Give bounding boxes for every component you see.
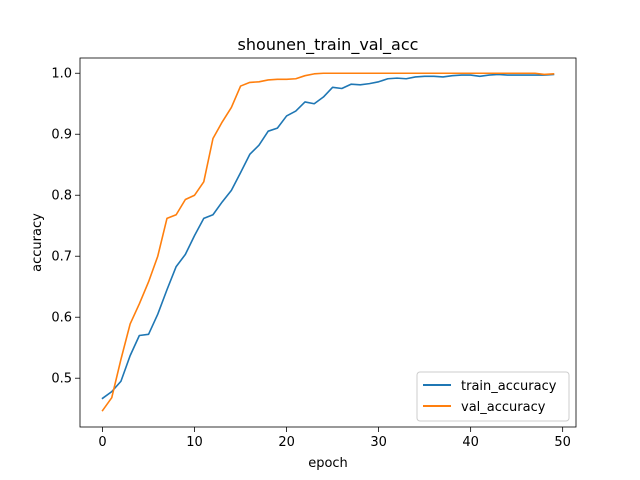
plot-area bbox=[79, 57, 577, 428]
x-tick-label: 10 bbox=[186, 435, 203, 450]
chart-title: shounen_train_val_acc bbox=[238, 35, 419, 55]
x-tick-label: 20 bbox=[278, 435, 295, 450]
x-tick-label: 50 bbox=[554, 435, 571, 450]
y-tick-label: 1.0 bbox=[51, 67, 72, 82]
legend-box bbox=[416, 371, 570, 422]
x-tick-label: 40 bbox=[462, 435, 479, 450]
axes-frame bbox=[79, 57, 577, 428]
x-tick-label: 30 bbox=[370, 435, 387, 450]
series-layer bbox=[101, 72, 555, 412]
x-axis: 0 10 20 30 40 50 bbox=[98, 427, 571, 450]
x-axis-label: epoch bbox=[308, 456, 348, 471]
y-axis: 0.5 0.6 0.7 0.8 0.9 1.0 bbox=[51, 67, 80, 387]
y-tick-label: 0.9 bbox=[51, 128, 72, 143]
y-tick-label: 0.7 bbox=[51, 250, 72, 265]
y-tick-label: 0.8 bbox=[51, 189, 72, 204]
y-axis-label: accuracy bbox=[30, 213, 45, 272]
x-tick-label: 0 bbox=[98, 435, 106, 450]
series-line-val-accuracy bbox=[101, 72, 555, 412]
legend-label-train-accuracy: train_accuracy bbox=[461, 379, 557, 394]
y-tick-label: 0.5 bbox=[51, 372, 72, 387]
y-tick-label: 0.6 bbox=[51, 311, 72, 326]
legend: train_accuracy val_accuracy bbox=[416, 371, 570, 422]
legend-label-val-accuracy: val_accuracy bbox=[461, 400, 546, 415]
series-line-train-accuracy bbox=[101, 73, 555, 400]
